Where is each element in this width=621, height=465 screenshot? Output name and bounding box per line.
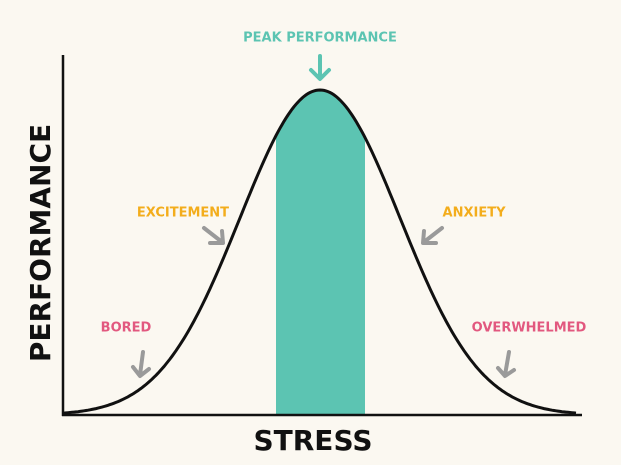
- excitement-label: EXCITEMENT: [137, 206, 229, 221]
- curve-layer: [63, 88, 577, 415]
- bored-label: BORED: [101, 321, 152, 336]
- excitement-arrow: [202, 226, 225, 245]
- peak-label: PEAK PERFORMANCE: [243, 31, 397, 46]
- x-axis-label: STRESS: [253, 424, 372, 457]
- overwhelmed-arrow: [496, 350, 516, 378]
- performance-curve: [63, 88, 577, 415]
- peak-arrow: [309, 54, 331, 81]
- anxiety-arrow: [421, 226, 444, 245]
- peak-zone: [276, 90, 365, 415]
- anxiety-label: ANXIETY: [443, 206, 507, 221]
- bored-arrow: [131, 350, 151, 378]
- y-axis-label: PERFORMANCE: [24, 124, 57, 362]
- overwhelmed-label: OVERWHELMED: [472, 321, 587, 336]
